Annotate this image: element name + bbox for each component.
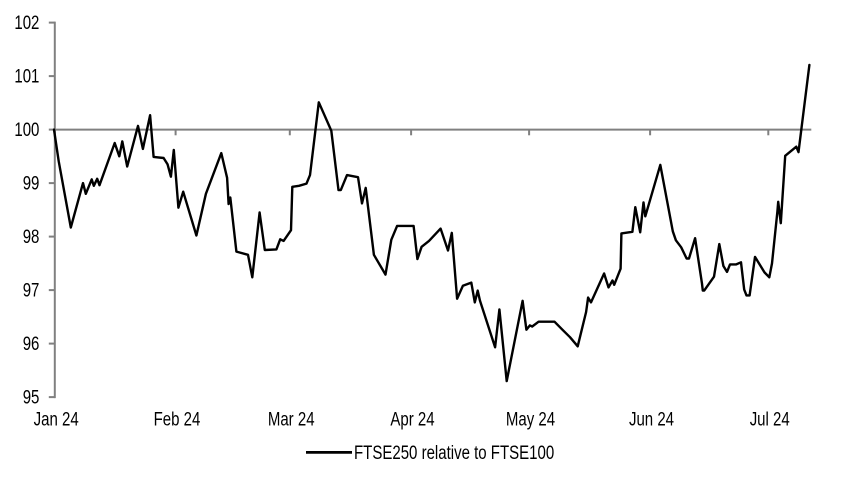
svg-text:Mar 24: Mar 24 (268, 410, 315, 431)
svg-text:97: 97 (23, 281, 40, 302)
svg-text:Jun 24: Jun 24 (629, 410, 674, 431)
svg-text:102: 102 (14, 13, 39, 34)
svg-text:May 24: May 24 (506, 410, 556, 431)
svg-text:101: 101 (14, 67, 39, 88)
svg-text:Jul 24: Jul 24 (750, 410, 790, 431)
svg-text:98: 98 (23, 227, 40, 248)
svg-text:Apr 24: Apr 24 (390, 410, 435, 431)
svg-text:99: 99 (23, 174, 40, 195)
svg-text:100: 100 (14, 120, 39, 141)
svg-text:96: 96 (23, 334, 40, 355)
svg-text:Feb 24: Feb 24 (154, 410, 201, 431)
svg-text:FTSE250 relative to FTSE100: FTSE250 relative to FTSE100 (354, 443, 554, 464)
svg-text:95: 95 (23, 388, 40, 409)
svg-text:Jan 24: Jan 24 (34, 410, 79, 431)
